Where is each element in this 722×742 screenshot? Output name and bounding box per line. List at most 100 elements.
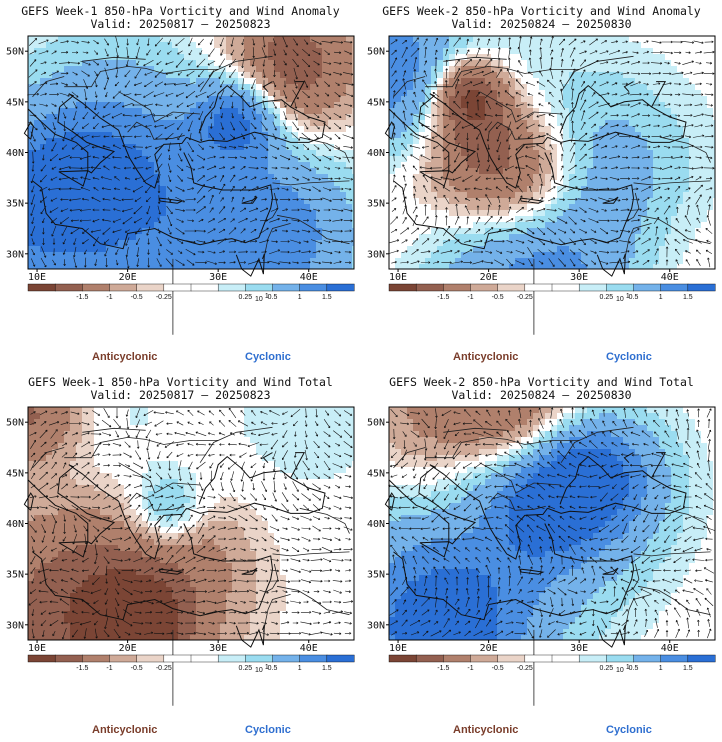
wind-arrow <box>432 92 440 97</box>
wind-arrow <box>609 133 620 140</box>
wind-arrow <box>61 226 68 236</box>
wind-arrow <box>536 81 546 87</box>
wind-arrow <box>538 197 544 202</box>
wind-arrow <box>50 558 58 562</box>
wind-arrow <box>495 474 503 478</box>
wind-arrow <box>259 132 269 141</box>
wind-arrow <box>262 59 266 67</box>
coastline <box>384 121 395 140</box>
wind-arrow <box>121 198 134 202</box>
wind-arrow <box>643 513 649 523</box>
wind-arrow <box>569 228 576 234</box>
wind-arrow <box>589 176 598 181</box>
wind-arrow <box>402 110 406 121</box>
colorbar-scale-exponent: 1 <box>265 664 269 671</box>
wind-arrow <box>557 228 567 234</box>
wind-arrow <box>294 452 297 458</box>
wind-arrow <box>61 144 68 150</box>
colorbar-tick-label: 1 <box>298 665 302 672</box>
lat-label: 40N <box>367 519 385 530</box>
lat-label: 50N <box>6 47 24 58</box>
wind-arrow <box>30 225 36 237</box>
wind-arrow <box>548 566 555 575</box>
wind-arrow <box>453 631 461 636</box>
wind-arrow <box>507 557 512 563</box>
wind-arrow <box>528 535 532 543</box>
wind-arrow <box>527 247 534 258</box>
wind-arrow <box>580 219 586 223</box>
wind-arrow <box>48 188 60 191</box>
wind-arrow <box>218 206 226 214</box>
wind-arrow <box>60 40 69 44</box>
wind-arrow <box>313 60 320 66</box>
wind-arrow <box>654 628 660 638</box>
wind-arrow <box>432 113 440 117</box>
wind-arrow <box>410 154 420 161</box>
wind-arrow <box>654 431 659 437</box>
wind-arrow <box>165 555 174 565</box>
wind-arrow <box>527 505 534 510</box>
wind-arrow <box>580 88 586 101</box>
wind-arrow <box>93 122 99 130</box>
wind-arrow <box>82 228 89 234</box>
wind-arrow <box>453 164 461 172</box>
wind-arrow <box>432 102 440 108</box>
wind-arrow <box>643 50 650 54</box>
wind-arrow <box>423 461 428 470</box>
wind-arrow <box>70 411 80 415</box>
wind-arrow <box>52 122 56 131</box>
wind-arrow <box>528 57 532 69</box>
wind-arrow <box>304 472 309 480</box>
wind-arrow <box>569 485 576 488</box>
wind-arrow <box>579 485 587 489</box>
wind-arrow <box>135 450 141 460</box>
wind-arrow <box>472 536 484 541</box>
wind-arrow <box>558 258 566 267</box>
wind-arrow <box>124 526 131 530</box>
wind-arrow <box>72 599 78 605</box>
wind-arrow <box>145 621 153 625</box>
wind-arrow <box>602 409 606 417</box>
wind-arrow <box>643 40 649 44</box>
wind-arrow <box>475 176 481 181</box>
colorbar-swatch <box>443 654 472 663</box>
wind-arrow <box>312 50 321 55</box>
wind-arrow <box>398 526 411 530</box>
wind-arrow <box>632 503 639 512</box>
wind-arrow <box>134 177 141 181</box>
wind-arrow <box>410 631 420 636</box>
wind-arrow <box>703 525 715 531</box>
wind-arrow <box>249 600 258 604</box>
wind-arrow <box>664 535 670 543</box>
wind-arrow <box>393 174 396 183</box>
wind-arrow <box>52 630 56 637</box>
wind-arrow <box>208 547 215 552</box>
wind-arrow <box>239 186 247 192</box>
wind-arrow <box>465 587 469 595</box>
wind-arrow <box>345 590 351 593</box>
wind-arrow <box>498 577 501 585</box>
wind-arrow <box>632 579 639 583</box>
wind-arrow <box>539 557 542 563</box>
panel-valid-dates: Valid: 20250817 – 20250823 <box>90 388 271 402</box>
wind-arrow <box>515 143 525 151</box>
wind-arrow <box>283 49 287 56</box>
wind-arrow <box>185 248 196 256</box>
wind-arrow <box>291 219 300 223</box>
colorbar-tick-label: -1.5 <box>437 294 449 301</box>
wind-arrow <box>487 38 491 46</box>
wind-arrow <box>93 421 99 426</box>
wind-arrow <box>537 505 545 509</box>
wind-arrow <box>661 452 673 457</box>
wind-arrow <box>269 144 280 150</box>
wind-arrow <box>517 185 523 193</box>
wind-arrow <box>228 420 237 427</box>
wind-arrow <box>391 599 397 605</box>
wind-arrow <box>560 47 564 57</box>
wind-arrow <box>259 589 269 594</box>
wind-arrow <box>176 503 184 512</box>
country-border <box>272 551 350 557</box>
wind-arrow <box>696 258 701 266</box>
wind-arrow <box>322 154 332 161</box>
wind-arrow <box>342 92 354 97</box>
